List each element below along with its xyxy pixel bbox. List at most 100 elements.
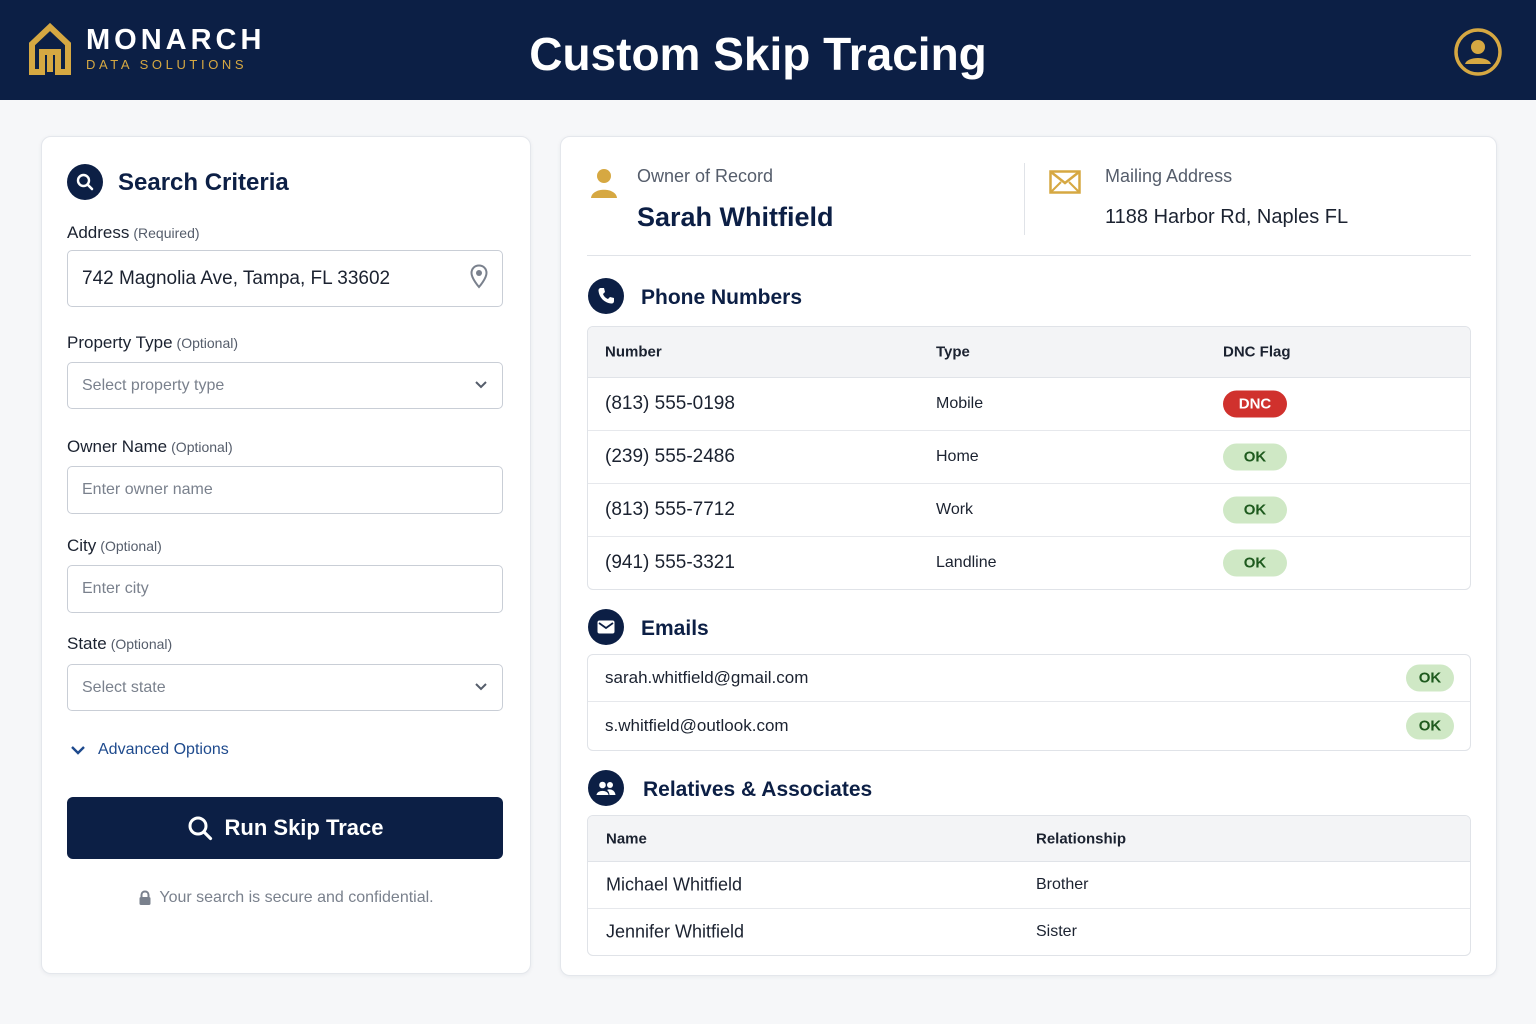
app-header: MONARCH DATA SOLUTIONS Custom Skip Traci… <box>0 0 1536 100</box>
column-header-relationship: Relationship <box>1036 830 1127 847</box>
section-divider <box>587 255 1471 256</box>
city-placeholder: Enter city <box>82 580 149 597</box>
phone-icon <box>588 278 624 314</box>
property-type-label: Property Type (Optional) <box>67 332 238 354</box>
phone-numbers-table: Number Type DNC Flag (813) 555-0198 Mobi… <box>587 326 1471 590</box>
list-item[interactable]: s.whitfield@outlook.com OK <box>588 702 1470 750</box>
emails-title: Emails <box>641 617 709 640</box>
search-criteria-title: Search Criteria <box>118 169 289 196</box>
ok-badge: OK <box>1406 712 1454 740</box>
phone-numbers-title: Phone Numbers <box>641 286 803 309</box>
relatives-title: Relatives & Associates <box>643 778 873 801</box>
owner-name-placeholder: Enter owner name <box>82 481 213 498</box>
emails-list: sarah.whitfield@gmail.com OK s.whitfield… <box>587 654 1471 751</box>
city-label: City (Optional) <box>67 535 162 557</box>
state-label-text: State <box>67 634 107 653</box>
ok-badge: OK <box>1223 496 1287 524</box>
state-label: State (Optional) <box>67 633 172 655</box>
table-row[interactable]: Jennifer Whitfield Sister <box>588 909 1470 955</box>
search-criteria-panel: Search Criteria Address (Required) 742 Ma… <box>41 136 531 974</box>
advanced-options-label: Advanced Options <box>98 741 229 758</box>
email-address: sarah.whitfield@gmail.com <box>605 668 809 687</box>
search-icon <box>67 164 103 200</box>
map-pin-icon <box>470 263 488 293</box>
page-title: Custom Skip Tracing <box>529 28 987 80</box>
city-input[interactable]: Enter city <box>67 565 503 613</box>
column-header-dnc-flag: DNC Flag <box>1223 343 1291 361</box>
table-row[interactable]: (941) 555-3321 Landline OK <box>588 537 1470 589</box>
mailing-address-label: Mailing Address <box>1105 166 1233 186</box>
search-icon <box>188 816 212 841</box>
owner-name-optional-note: (Optional) <box>171 439 233 455</box>
phone-number: (813) 555-7712 <box>605 499 735 520</box>
phone-number: (813) 555-0198 <box>605 393 735 414</box>
table-row[interactable]: (813) 555-0198 Mobile DNC <box>588 378 1470 431</box>
mailing-address-value: 1188 Harbor Rd, Naples FL <box>1105 206 1349 228</box>
ok-badge: OK <box>1223 443 1287 471</box>
address-required-note: (Required) <box>133 225 200 241</box>
property-type-label-text: Property Type <box>67 333 173 352</box>
relatives-table: Name Relationship Michael Whitfield Brot… <box>587 815 1471 956</box>
table-row[interactable]: Michael Whitfield Brother <box>588 862 1470 909</box>
city-label-text: City <box>67 536 97 555</box>
owner-name-value: Sarah Whitfield <box>637 202 834 232</box>
phone-type: Mobile <box>936 395 984 412</box>
property-type-optional-note: (Optional) <box>176 335 238 351</box>
person-icon <box>591 169 617 198</box>
house-logo-icon <box>29 22 71 75</box>
column-header-name: Name <box>606 830 647 847</box>
address-value: 742 Magnolia Ave, Tampa, FL 33602 <box>82 267 391 289</box>
brand-name: MONARCH <box>86 24 266 56</box>
table-row[interactable]: (813) 555-7712 Work OK <box>588 484 1470 537</box>
header-divider <box>1024 163 1025 235</box>
column-header-number: Number <box>605 343 662 361</box>
secure-note: Your search is secure and confidential. <box>42 889 530 907</box>
relative-name: Michael Whitfield <box>606 874 743 895</box>
ok-badge: OK <box>1406 664 1454 692</box>
address-input[interactable]: 742 Magnolia Ave, Tampa, FL 33602 <box>67 250 503 307</box>
phone-number: (239) 555-2486 <box>605 446 735 467</box>
relative-relationship: Brother <box>1036 876 1089 893</box>
dnc-badge: DNC <box>1223 390 1287 418</box>
brand-tagline: DATA SOLUTIONS <box>86 57 248 72</box>
property-type-placeholder: Select property type <box>82 376 225 394</box>
city-optional-note: (Optional) <box>100 538 162 554</box>
list-item[interactable]: sarah.whitfield@gmail.com OK <box>588 655 1470 702</box>
phone-table-header: Number Type DNC Flag <box>588 327 1470 378</box>
ok-badge: OK <box>1223 549 1287 577</box>
email-icon <box>588 609 624 645</box>
profile-button[interactable] <box>1453 27 1503 77</box>
relative-name: Jennifer Whitfield <box>606 921 745 942</box>
address-label: Address (Required) <box>67 222 200 244</box>
state-optional-note: (Optional) <box>110 636 173 652</box>
chevron-down-icon <box>71 746 85 755</box>
people-icon <box>588 770 624 806</box>
owner-name-label: Owner Name (Optional) <box>67 436 233 458</box>
phone-number: (941) 555-3321 <box>605 552 735 573</box>
owner-name-input[interactable]: Enter owner name <box>67 466 503 514</box>
phone-type: Work <box>936 501 974 518</box>
phone-type: Landline <box>936 554 997 571</box>
table-row[interactable]: (239) 555-2486 Home OK <box>588 431 1470 484</box>
secure-note-text: Your search is secure and confidential. <box>159 889 434 906</box>
advanced-options-toggle[interactable]: Advanced Options <box>70 741 229 759</box>
property-type-select[interactable]: Select property type <box>67 362 503 409</box>
phone-type: Home <box>936 448 979 465</box>
relatives-table-header: Name Relationship <box>588 816 1470 862</box>
address-label-text: Address <box>67 223 130 242</box>
envelope-icon <box>1049 170 1081 194</box>
brand-logo[interactable]: MONARCH DATA SOLUTIONS <box>28 22 265 76</box>
run-skip-trace-button[interactable]: Run Skip Trace <box>67 797 503 859</box>
state-select[interactable]: Select state <box>67 664 503 711</box>
owner-name-label-text: Owner Name <box>67 437 168 456</box>
user-avatar-icon <box>1454 28 1502 76</box>
chevron-down-icon <box>474 377 488 395</box>
lock-icon <box>139 890 151 905</box>
results-panel: Owner of Record Sarah Whitfield Mailing … <box>560 136 1497 976</box>
relative-relationship: Sister <box>1036 923 1077 940</box>
chevron-down-icon <box>474 679 488 697</box>
state-placeholder: Select state <box>82 678 166 696</box>
column-header-type: Type <box>936 343 970 361</box>
email-address: s.whitfield@outlook.com <box>605 716 789 735</box>
owner-of-record-label: Owner of Record <box>637 166 774 186</box>
